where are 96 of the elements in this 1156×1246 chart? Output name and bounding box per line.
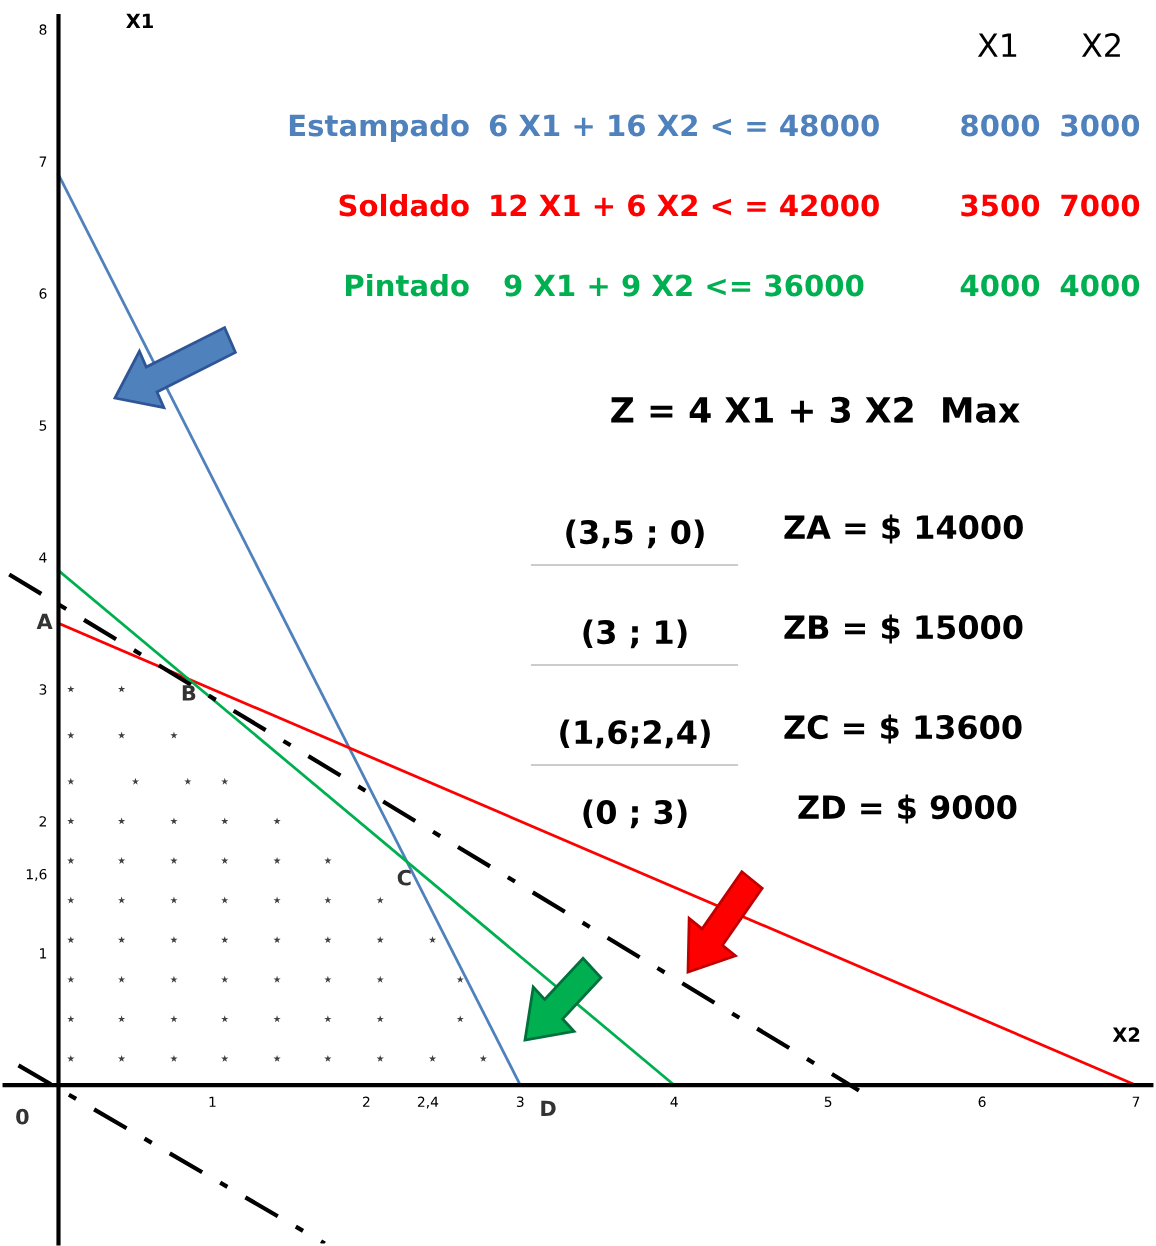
- point: [117, 685, 126, 693]
- annotation: (3 ; 1): [583, 619, 687, 649]
- x-tick-label: 6: [978, 1096, 986, 1108]
- annotation: (0 ; 3): [583, 799, 687, 829]
- point: [131, 777, 140, 785]
- point: [221, 857, 229, 864]
- y-tick-label: 4: [39, 552, 47, 563]
- x-axis-title: X2: [1112, 1027, 1140, 1042]
- y-axis-title: X1: [126, 13, 153, 28]
- point: [67, 896, 75, 904]
- x-tick-label: 4: [670, 1096, 678, 1107]
- annotation: ZD = $ 9000: [798, 794, 1017, 824]
- x-tick-label: 2,4: [417, 1096, 439, 1109]
- point: [221, 817, 229, 825]
- annotation: ZB = $ 15000: [784, 614, 1023, 644]
- point: [67, 975, 75, 983]
- point: [324, 857, 332, 864]
- point: [376, 936, 384, 944]
- x-tick-label: 3: [516, 1096, 524, 1108]
- y-tick-label: 2: [39, 816, 46, 827]
- point: [376, 896, 384, 904]
- annotation: C: [397, 869, 411, 886]
- point: [170, 896, 178, 904]
- point: [117, 1015, 126, 1023]
- point: [67, 685, 75, 693]
- point: [170, 936, 178, 944]
- point: [428, 1054, 437, 1062]
- y-tick-label: 7: [39, 156, 47, 167]
- point: [324, 1015, 332, 1023]
- annotation: (3,5 ; 0): [566, 519, 704, 549]
- point: [376, 975, 384, 983]
- annotation: 4000: [1060, 274, 1140, 297]
- annotation: 12 X1 + 6 X2 < = 42000: [491, 194, 879, 217]
- y-tick-label: 1: [40, 948, 47, 959]
- point: [117, 896, 126, 904]
- y-tick-label: 1,6: [26, 868, 47, 881]
- point: [221, 777, 229, 785]
- point: [67, 777, 75, 785]
- annotation: 6 X1 + 16 X2 < = 48000: [489, 114, 879, 137]
- point: [273, 1015, 281, 1023]
- point: [376, 1015, 384, 1023]
- point: [428, 936, 437, 944]
- point: [221, 1015, 229, 1023]
- point: [456, 975, 464, 983]
- y-tick-label: 8: [39, 24, 47, 35]
- point: [67, 936, 75, 944]
- point: [324, 896, 332, 904]
- point: [170, 975, 178, 983]
- point: [117, 857, 126, 864]
- x-tick-label: 2: [362, 1096, 370, 1107]
- point: [273, 975, 281, 983]
- point: [479, 1054, 487, 1062]
- text: Pintado: [346, 273, 469, 297]
- annotation: 3000: [1061, 114, 1140, 137]
- x-tick-label: 5: [824, 1096, 832, 1108]
- annotation: A: [36, 613, 53, 629]
- annotation: B: [182, 685, 196, 701]
- annotation: 3500: [961, 194, 1040, 217]
- annotation: X1: [977, 33, 1017, 57]
- text: Estampado: [289, 113, 469, 143]
- text: Soldado: [339, 193, 469, 217]
- annotation: X2: [1081, 33, 1120, 57]
- point: [273, 936, 281, 944]
- point: [170, 817, 178, 825]
- point: [67, 731, 75, 739]
- point: [170, 1015, 178, 1023]
- point: [221, 975, 229, 983]
- point: [456, 1015, 464, 1023]
- point: [324, 936, 332, 944]
- annotation: 4000: [960, 274, 1040, 297]
- x-tick-label: 7: [1132, 1096, 1140, 1107]
- point: [67, 817, 75, 825]
- point: [170, 731, 178, 739]
- point: [117, 1054, 126, 1062]
- annotation: (1,6;2,4): [560, 719, 710, 749]
- annotation: 8000: [961, 114, 1040, 137]
- annotation: 9 X1 + 9 X2 <= 36000: [504, 274, 864, 297]
- point: [221, 896, 229, 904]
- point: [117, 975, 126, 983]
- y-tick-label: 3: [39, 684, 47, 695]
- y-tick-label: 5: [39, 420, 47, 431]
- annotation: Z = 4 X1 + 3 X2 Max: [611, 396, 1020, 424]
- annotation: 7000: [1061, 194, 1140, 217]
- y-tick-label: 6: [39, 288, 47, 299]
- point: [273, 896, 281, 904]
- annotation: D: [541, 1100, 556, 1116]
- annotation: 0: [16, 1108, 29, 1125]
- point: [324, 975, 332, 983]
- annotation: ZC = $ 13600: [784, 714, 1022, 744]
- annotation: ZA = $ 14000: [784, 514, 1023, 544]
- point: [184, 777, 192, 785]
- point: [67, 1015, 75, 1023]
- point: [117, 817, 126, 825]
- point: [273, 817, 281, 825]
- point: [117, 731, 126, 739]
- x-tick-label: 1: [209, 1096, 216, 1107]
